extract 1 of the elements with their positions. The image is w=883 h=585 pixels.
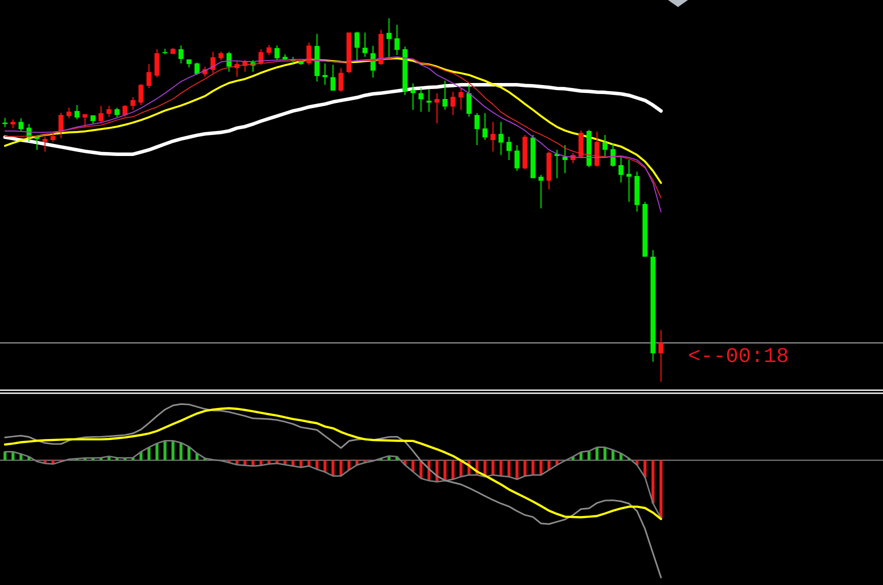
annotation: <--00:18: [688, 346, 789, 369]
